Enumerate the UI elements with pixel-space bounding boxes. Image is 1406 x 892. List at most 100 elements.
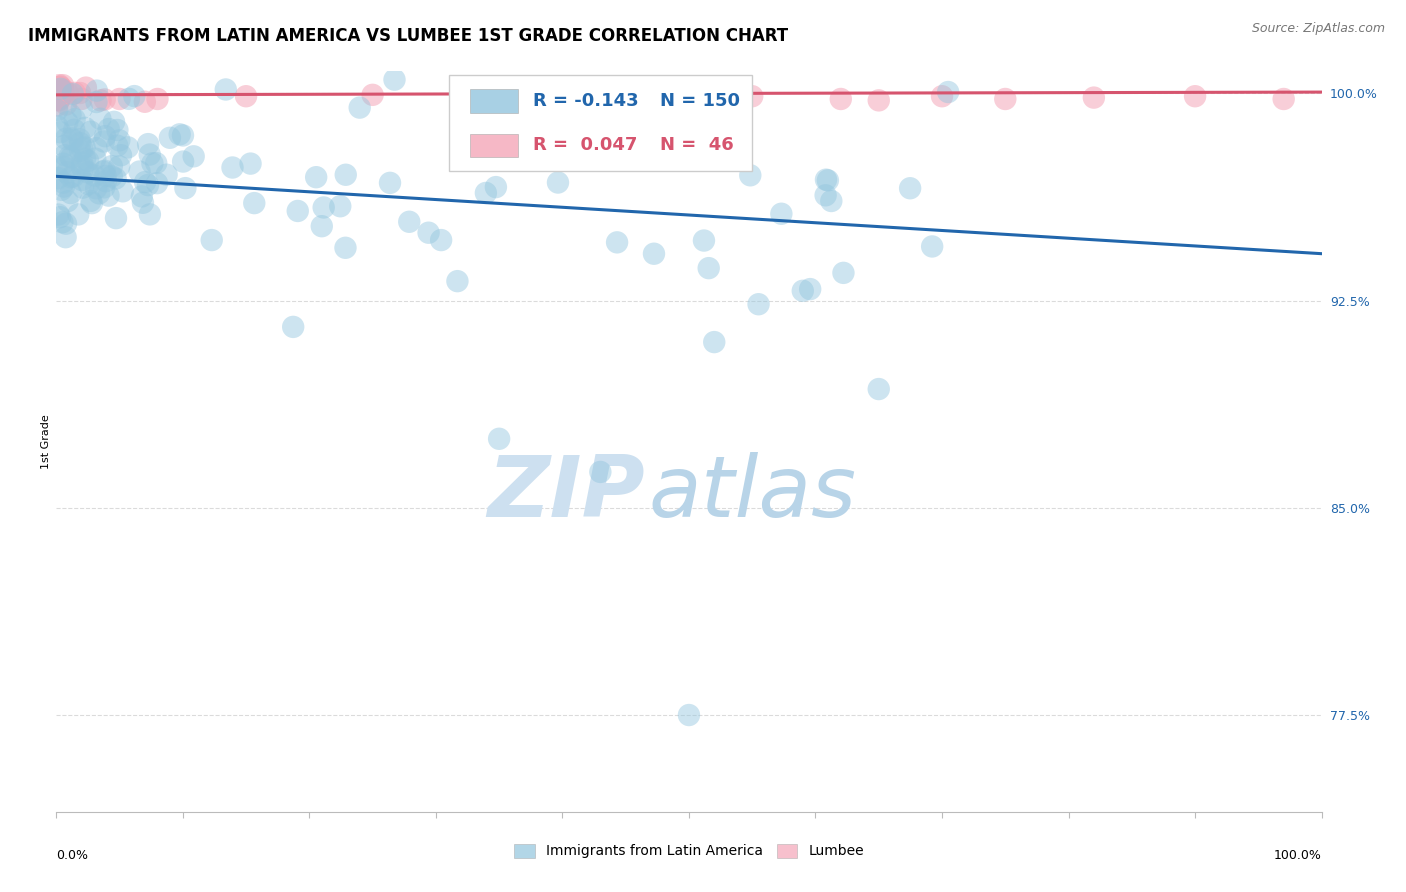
Point xyxy=(75,80,97,95)
Point xyxy=(70,92,93,106)
Point xyxy=(70,173,93,187)
Point xyxy=(51,183,73,197)
Point xyxy=(77,177,100,191)
Point xyxy=(55,132,77,146)
Point xyxy=(48,80,70,95)
Point xyxy=(94,169,117,183)
Point xyxy=(936,85,959,99)
Point xyxy=(361,87,384,102)
Point xyxy=(86,84,108,98)
Point xyxy=(117,140,139,154)
Point xyxy=(475,186,498,200)
Point xyxy=(75,120,97,135)
Point xyxy=(84,152,107,166)
Point xyxy=(398,215,420,229)
Point xyxy=(700,139,723,153)
Point xyxy=(77,165,100,179)
Point xyxy=(90,94,111,108)
Point xyxy=(110,148,132,162)
Point xyxy=(70,156,93,170)
Point xyxy=(139,147,162,161)
Point xyxy=(46,119,69,133)
Point xyxy=(97,122,120,136)
Point xyxy=(183,149,205,163)
Point xyxy=(62,169,84,184)
Point xyxy=(93,163,115,178)
Point xyxy=(146,92,169,106)
Point xyxy=(145,156,167,170)
Text: ZIP: ZIP xyxy=(486,452,644,535)
Point xyxy=(221,161,243,175)
Point xyxy=(52,179,75,194)
Point xyxy=(1083,90,1105,104)
Point xyxy=(56,194,79,209)
Point xyxy=(45,89,67,103)
Point xyxy=(446,274,468,288)
Text: atlas: atlas xyxy=(648,452,856,535)
Point xyxy=(678,90,700,104)
Point xyxy=(51,86,73,100)
Point xyxy=(643,246,665,260)
Point xyxy=(141,156,163,170)
Point xyxy=(73,140,96,154)
Point xyxy=(48,90,70,104)
Point xyxy=(48,87,70,101)
Point xyxy=(576,89,599,103)
Point xyxy=(72,180,94,194)
Point xyxy=(378,176,401,190)
Point xyxy=(49,125,72,139)
Point xyxy=(474,132,496,146)
Point xyxy=(56,115,79,129)
Point xyxy=(69,132,91,146)
Point xyxy=(108,133,131,147)
Point xyxy=(46,103,69,117)
Point xyxy=(994,92,1017,106)
Point xyxy=(60,151,83,165)
Point xyxy=(46,171,69,186)
Point xyxy=(174,181,197,195)
Point xyxy=(49,210,72,224)
FancyBboxPatch shape xyxy=(470,134,517,157)
Point xyxy=(80,196,103,211)
Point xyxy=(128,164,150,178)
Point xyxy=(73,152,96,166)
Point xyxy=(94,174,117,188)
Point xyxy=(63,112,86,127)
Point xyxy=(51,215,73,229)
Point xyxy=(52,85,75,99)
Point xyxy=(589,465,612,479)
Point xyxy=(111,184,134,198)
Point xyxy=(49,84,72,98)
Point xyxy=(55,230,77,244)
Point xyxy=(105,138,128,153)
Point xyxy=(70,101,93,115)
Point xyxy=(46,208,69,222)
Point xyxy=(335,168,357,182)
Point xyxy=(101,169,124,184)
Text: R =  0.047: R = 0.047 xyxy=(533,136,638,154)
Point xyxy=(63,86,86,100)
Point xyxy=(103,115,125,129)
Point xyxy=(45,160,67,174)
Point xyxy=(287,203,309,218)
FancyBboxPatch shape xyxy=(449,75,752,171)
Point xyxy=(104,171,127,186)
Point xyxy=(283,319,305,334)
Point xyxy=(146,176,169,190)
Point xyxy=(139,207,162,221)
Text: R = -0.143: R = -0.143 xyxy=(533,92,638,110)
Point xyxy=(83,169,105,183)
Point xyxy=(868,94,890,108)
Point xyxy=(72,160,94,174)
Point xyxy=(799,282,821,296)
Point xyxy=(305,170,328,185)
Point xyxy=(55,217,77,231)
Point xyxy=(97,188,120,202)
Point xyxy=(105,211,128,226)
Point xyxy=(67,207,90,221)
Point xyxy=(52,160,75,174)
Point xyxy=(172,128,194,143)
Point xyxy=(49,90,72,104)
Point xyxy=(740,169,762,183)
Point xyxy=(335,241,357,255)
